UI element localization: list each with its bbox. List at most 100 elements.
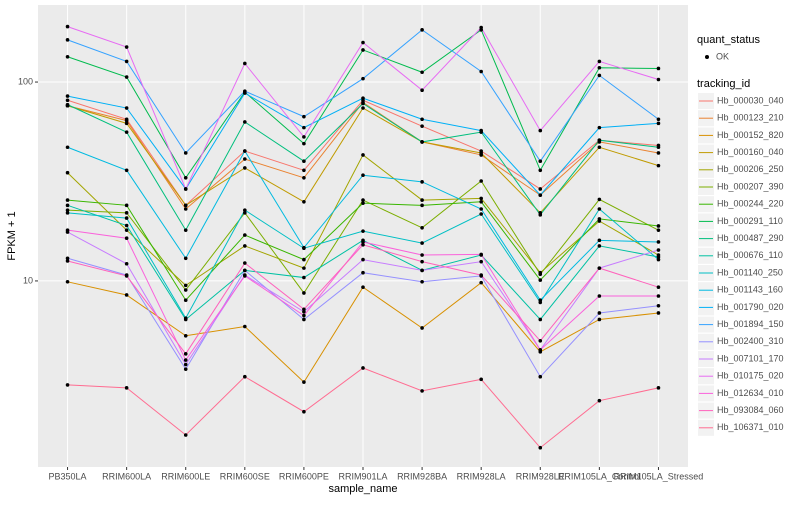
data-point: [479, 196, 483, 201]
data-point: [302, 307, 306, 312]
data-point: [65, 208, 70, 212]
data-point: [597, 311, 602, 315]
data-point: [597, 73, 602, 78]
data-point: [183, 362, 188, 367]
legend-title: tracking_id: [697, 78, 750, 90]
data-point: [183, 367, 188, 371]
x-tick-label: RRIM600PE: [279, 471, 329, 481]
data-point: [538, 298, 543, 303]
data-point: [361, 153, 365, 157]
data-point: [65, 280, 70, 284]
data-point: [479, 252, 483, 257]
data-point: [65, 383, 70, 387]
data-point: [243, 261, 247, 265]
x-tick-label: RRIM928LA: [457, 471, 506, 481]
data-point: [656, 145, 661, 150]
data-point: [538, 159, 543, 163]
data-point: [479, 151, 483, 155]
legend-label: Hb_000206_250: [717, 164, 784, 174]
data-point: [65, 94, 70, 98]
data-point: [124, 106, 129, 110]
legend-label: Hb_001143_160: [717, 285, 783, 295]
legend-label: Hb_001140_250: [717, 267, 783, 277]
data-point: [183, 283, 188, 288]
data-point: [361, 270, 365, 275]
data-point: [361, 366, 365, 370]
y-axis-title: FPKM + 1: [6, 211, 18, 260]
data-point: [479, 25, 483, 30]
data-point: [302, 313, 306, 318]
data-point: [124, 45, 129, 49]
data-point: [420, 180, 424, 184]
data-point: [361, 198, 365, 202]
legend-label: Hb_012634_010: [717, 388, 784, 398]
x-tick-label: RRIM600SE: [220, 471, 270, 481]
data-point: [538, 168, 543, 173]
data-point: [302, 199, 306, 204]
data-point: [597, 217, 602, 221]
data-point: [183, 176, 188, 180]
data-point: [597, 197, 602, 202]
data-point: [538, 317, 543, 322]
data-point: [361, 76, 365, 81]
data-point: [656, 386, 661, 390]
data-point: [420, 88, 424, 92]
x-tick-label: RRIM600LE: [161, 471, 210, 481]
data-point: [479, 69, 483, 74]
data-point: [302, 114, 306, 119]
data-point: [243, 149, 247, 153]
data-point: [302, 245, 306, 250]
data-point: [479, 273, 483, 277]
data-point: [65, 256, 70, 261]
data-point: [656, 66, 661, 71]
data-point: [656, 248, 661, 252]
data-point: [479, 199, 483, 204]
data-point: [243, 268, 247, 273]
data-point: [361, 240, 365, 244]
data-point: [302, 176, 306, 180]
data-point: [302, 380, 306, 384]
data-point: [656, 240, 661, 244]
data-point: [65, 24, 70, 29]
data-point: [420, 70, 424, 75]
data-point: [538, 213, 543, 217]
y-tick-label: 100: [18, 76, 33, 86]
data-point: [656, 228, 661, 232]
data-point: [656, 257, 661, 262]
data-point: [420, 280, 424, 284]
data-point: [124, 274, 129, 278]
x-tick-label: RRIM105LA_Stressed: [614, 471, 704, 481]
data-point: [420, 225, 424, 230]
data-point: [538, 445, 543, 450]
data-point: [124, 130, 129, 134]
x-tick-label: RRIM600LA: [102, 471, 151, 481]
data-point: [479, 179, 483, 183]
data-point: [183, 187, 188, 191]
data-point: [243, 244, 247, 248]
data-point: [597, 207, 602, 211]
data-point: [302, 291, 306, 295]
data-point: [183, 433, 188, 437]
data-point: [420, 241, 424, 245]
shape-legend-key: [705, 55, 709, 59]
x-tick-label: PB350LA: [49, 471, 87, 481]
data-point: [302, 409, 306, 414]
data-point: [243, 324, 247, 329]
data-point: [538, 339, 543, 343]
data-point: [656, 77, 661, 82]
data-point: [538, 187, 543, 191]
data-point: [65, 198, 70, 202]
x-tick-label: RRIM901LA: [338, 471, 387, 481]
data-point: [538, 278, 543, 282]
data-point: [302, 266, 306, 270]
data-point: [124, 228, 129, 232]
data-point: [479, 128, 483, 133]
data-point: [597, 138, 602, 143]
data-point: [361, 201, 365, 205]
data-point: [420, 124, 424, 128]
data-point: [361, 257, 365, 262]
data-point: [597, 244, 602, 248]
data-point: [183, 333, 188, 338]
data-point: [65, 211, 70, 215]
data-point: [597, 125, 602, 130]
